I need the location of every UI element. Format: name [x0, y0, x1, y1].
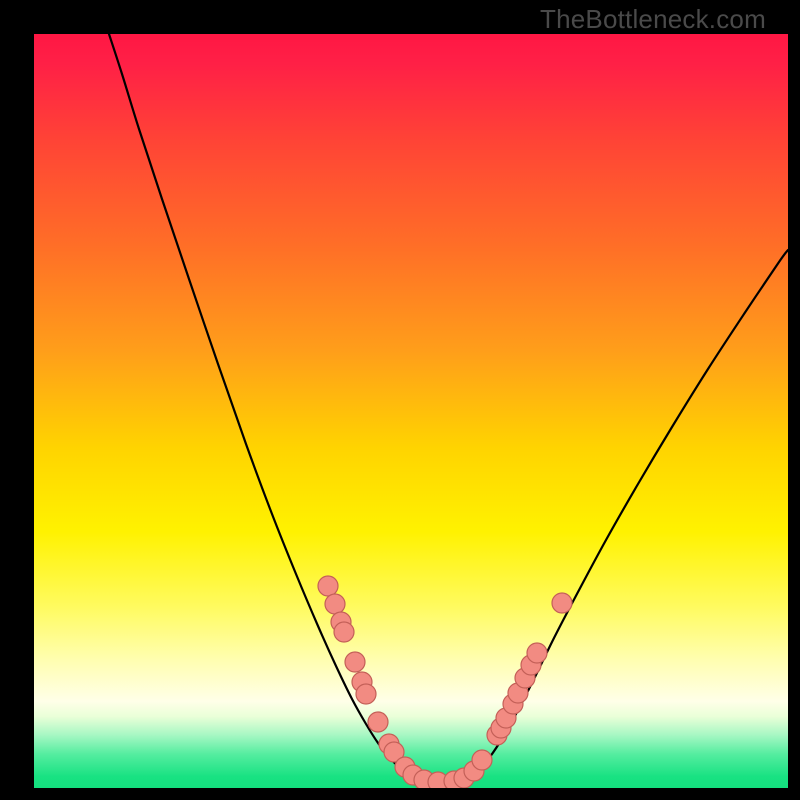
data-marker: [368, 712, 388, 732]
watermark-text: TheBottleneck.com: [540, 4, 766, 35]
data-marker: [345, 652, 365, 672]
data-marker: [325, 594, 345, 614]
curve-left-branch: [109, 34, 434, 782]
data-marker: [318, 576, 338, 596]
chart-container: TheBottleneck.com: [0, 0, 800, 800]
curve-layer: [34, 34, 788, 788]
plot-area: [34, 34, 788, 788]
curve-right-branch: [434, 250, 788, 782]
data-marker: [334, 622, 354, 642]
data-marker: [527, 643, 547, 663]
data-marker: [472, 750, 492, 770]
data-marker: [552, 593, 572, 613]
data-marker: [356, 684, 376, 704]
